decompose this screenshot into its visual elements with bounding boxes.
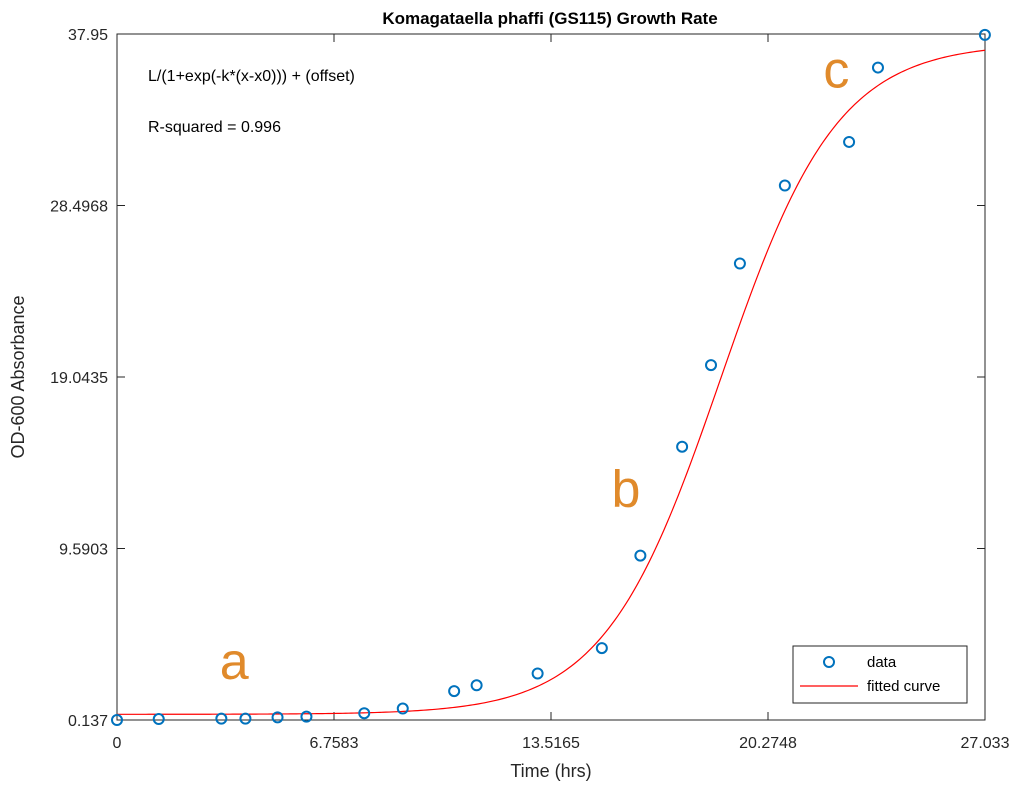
phase-labels: a b c: [220, 42, 850, 691]
data-point: [271, 711, 284, 724]
data-point: [843, 135, 856, 148]
data-point: [358, 707, 371, 720]
data-point: [978, 28, 991, 41]
data-point: [448, 685, 461, 698]
data-point: [396, 702, 409, 715]
x-tick-label: 13.5165: [522, 735, 580, 752]
legend-box: [792, 645, 968, 704]
y-axis-label: OD-600 Absorbance: [8, 295, 28, 458]
data-point: [634, 549, 647, 562]
x-tick-label: 6.7583: [310, 735, 359, 752]
x-axis-label: Time (hrs): [510, 761, 591, 781]
y-tick-label: 37.95: [68, 27, 108, 44]
data-point: [111, 714, 123, 726]
y-tick-label: 28.4968: [50, 198, 108, 215]
data-point: [595, 642, 608, 655]
legend-data-marker: [823, 656, 835, 668]
axis-tick-labels: 0 6.7583 13.5165 20.2748 27.033 0.137 9.5903 19…: [50, 27, 1009, 752]
y-tick-label: 0.137: [68, 713, 108, 730]
axis-ticks: [116, 33, 986, 721]
chart-title: Komagataella phaffi (GS115) Growth Rate: [382, 9, 717, 28]
data-point: [871, 61, 884, 74]
data-point: [152, 713, 165, 726]
data-point: [778, 179, 791, 192]
x-tick-label: 20.2748: [739, 735, 797, 752]
y-tick-label: 9.5903: [59, 541, 108, 558]
data-point: [531, 667, 544, 680]
data-point: [239, 712, 252, 725]
phase-label-c: c: [823, 42, 849, 100]
plot-area: [116, 33, 986, 721]
equation-annotation: L/(1+exp(-k*(x-x0))) + (offset): [148, 68, 355, 85]
data-point: [705, 359, 718, 372]
fitted-curve-line: [117, 49, 986, 715]
data-point: [215, 712, 228, 725]
r-squared-annotation: R-squared = 0.996: [148, 119, 281, 136]
data-point: [470, 679, 483, 692]
data-point: [300, 710, 313, 723]
x-tick-label: 27.033: [961, 735, 1010, 752]
y-tick-label: 19.0435: [50, 370, 108, 387]
data-point: [733, 257, 746, 270]
legend-data-label: data: [867, 654, 897, 671]
x-tick-label: 0: [113, 735, 122, 752]
data-series: [111, 28, 991, 726]
phase-label-a: a: [220, 633, 249, 691]
data-point: [676, 440, 689, 453]
legend-fit-label: fitted curve: [867, 678, 940, 695]
legend: data fitted curve: [792, 645, 968, 704]
phase-label-b: b: [611, 461, 640, 519]
fitted-curve-series: [117, 49, 986, 715]
